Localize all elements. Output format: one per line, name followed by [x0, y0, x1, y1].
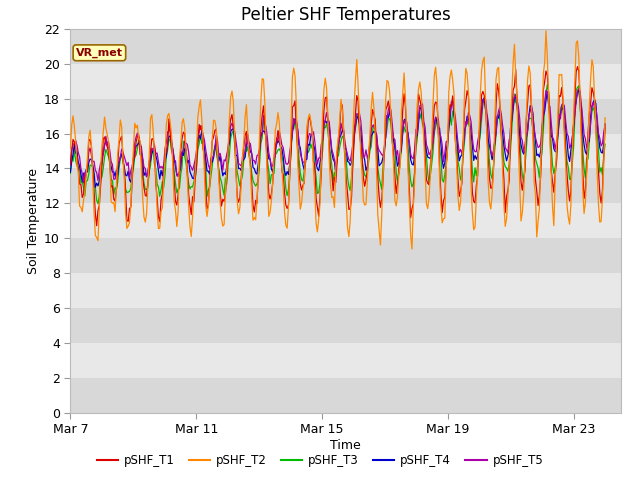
Line: pSHF_T3: pSHF_T3	[70, 84, 605, 204]
pSHF_T4	[444, 142, 451, 147]
pSHF_T5	[80, 180, 88, 186]
pSHF_T1	[573, 64, 581, 70]
Line: pSHF_T5: pSHF_T5	[70, 89, 605, 183]
pSHF_T3	[460, 152, 467, 157]
pSHF_T2	[227, 94, 234, 100]
pSHF_T1	[246, 161, 254, 167]
pSHF_T1	[601, 125, 609, 131]
Line: pSHF_T1: pSHF_T1	[70, 67, 605, 226]
pSHF_T3	[550, 170, 557, 176]
pSHF_T5	[228, 120, 236, 126]
pSHF_T5	[575, 86, 582, 92]
pSHF_T4	[92, 184, 99, 190]
pSHF_T2	[444, 146, 451, 152]
pSHF_T4	[67, 169, 74, 175]
pSHF_T3	[543, 82, 551, 87]
pSHF_T3	[444, 147, 451, 153]
Y-axis label: Soil Temperature: Soil Temperature	[27, 168, 40, 274]
pSHF_T5	[67, 162, 74, 168]
Bar	[70, 168, 621, 204]
Legend: pSHF_T1, pSHF_T2, pSHF_T3, pSHF_T4, pSHF_T5: pSHF_T1, pSHF_T2, pSHF_T3, pSHF_T4, pSHF…	[92, 449, 548, 472]
pSHF_T1	[93, 223, 100, 228]
pSHF_T4	[228, 127, 236, 132]
pSHF_T5	[246, 141, 254, 146]
pSHF_T1	[548, 179, 556, 185]
pSHF_T2	[245, 151, 253, 156]
pSHF_T5	[601, 121, 609, 127]
Bar	[70, 133, 621, 168]
pSHF_T4	[601, 121, 609, 127]
pSHF_T2	[408, 246, 416, 252]
pSHF_T4	[460, 141, 467, 147]
pSHF_T3	[94, 201, 102, 206]
pSHF_T1	[228, 112, 236, 118]
pSHF_T4	[365, 150, 372, 156]
pSHF_T1	[67, 162, 74, 168]
Line: pSHF_T4: pSHF_T4	[70, 91, 605, 187]
pSHF_T3	[67, 170, 74, 176]
pSHF_T3	[365, 158, 372, 164]
Bar	[70, 64, 621, 98]
Line: pSHF_T2: pSHF_T2	[70, 31, 605, 249]
pSHF_T1	[444, 144, 451, 150]
pSHF_T2	[364, 179, 371, 185]
pSHF_T5	[365, 151, 372, 157]
pSHF_T5	[460, 145, 467, 151]
Bar	[70, 238, 621, 273]
pSHF_T3	[228, 131, 236, 136]
Bar	[70, 204, 621, 238]
pSHF_T1	[365, 155, 372, 160]
pSHF_T4	[548, 135, 556, 141]
pSHF_T5	[548, 134, 556, 140]
Bar	[70, 343, 621, 378]
pSHF_T3	[246, 159, 254, 165]
Bar	[70, 273, 621, 308]
pSHF_T5	[444, 138, 451, 144]
Bar	[70, 308, 621, 343]
pSHF_T2	[550, 223, 557, 228]
pSHF_T1	[460, 141, 467, 147]
Text: VR_met: VR_met	[76, 48, 123, 58]
Bar	[70, 378, 621, 413]
X-axis label: Time: Time	[330, 439, 361, 452]
pSHF_T4	[575, 88, 582, 94]
pSHF_T4	[246, 149, 254, 155]
pSHF_T2	[67, 145, 74, 151]
Bar	[70, 29, 621, 64]
pSHF_T2	[601, 115, 609, 120]
pSHF_T3	[601, 141, 609, 147]
pSHF_T2	[542, 28, 550, 34]
pSHF_T2	[460, 139, 467, 145]
Title: Peltier SHF Temperatures: Peltier SHF Temperatures	[241, 6, 451, 24]
Bar	[70, 98, 621, 133]
